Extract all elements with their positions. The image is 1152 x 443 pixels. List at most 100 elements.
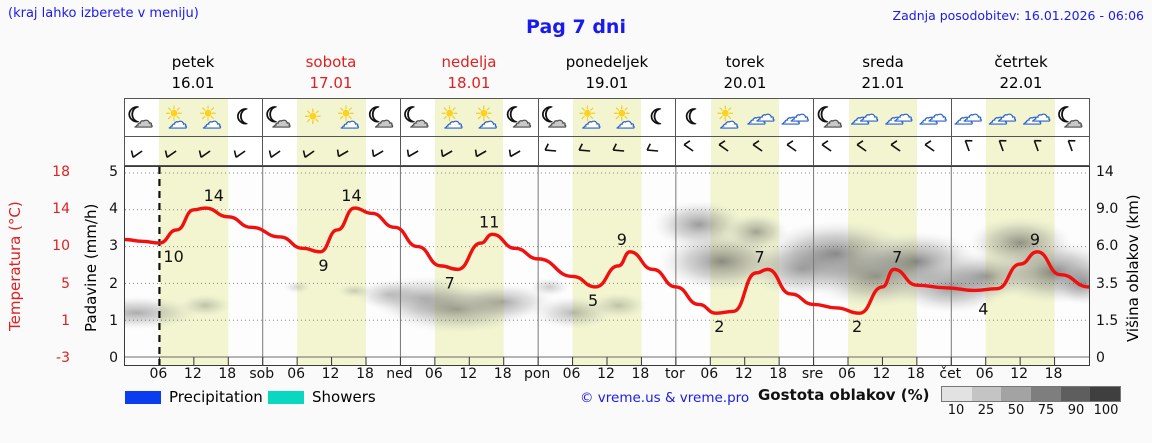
wind-barb-icon (578, 143, 590, 152)
weather-icon-cell: ☁ ☁ (744, 99, 780, 136)
sun-cloud-icon: ☀ ☁ (440, 101, 464, 133)
legend-showers: Showers (268, 388, 376, 406)
wind-barb-icon (821, 140, 832, 152)
temperature-tick: 10 (52, 238, 70, 255)
showers-legend-label: Showers (312, 388, 376, 406)
cloud-icon: ☁ ☁ (1022, 103, 1051, 129)
wind-barb-icon (890, 140, 901, 152)
day-header-row: petek 16.01 sobota 17.01 nedelja 18.01 ponedel… (124, 52, 1090, 96)
weather-icon-cell: ☾ ☁ (366, 99, 400, 136)
weather-icon-cell: ☁ ☁ (1020, 99, 1055, 136)
day-date: 21.01 (861, 74, 905, 92)
temperature-tick: 18 (52, 164, 70, 180)
weather-icon-cell: ☁ ☁ (848, 99, 883, 136)
wind-barb-icon (233, 150, 246, 158)
wind-day-četrtek (952, 137, 1089, 165)
wind-barb-cell (469, 137, 504, 165)
weather-icon-cell: ☾ ☁ (125, 99, 159, 136)
cloud-density-blob (179, 294, 232, 317)
wind-barb-cell (572, 137, 608, 165)
wind-day-petek (125, 137, 263, 165)
wind-barb-cell (814, 137, 848, 165)
temperature-axis-title: Temperatura (°C) (6, 201, 24, 331)
x-axis-label: čet (939, 366, 962, 382)
x-axis-label: 06 (424, 366, 443, 382)
weather-icon-cell: ☾ ☁ (401, 99, 435, 136)
temperature-label: 9 (1030, 230, 1040, 249)
location-menu-note: (kraj lahko izberete v meniju) (8, 6, 199, 21)
wind-barb-cell (366, 137, 400, 165)
moon-cloud-icon: ☾ ☁ (816, 102, 843, 132)
x-axis-label: sre (801, 366, 824, 382)
x-axis-label: 18 (631, 366, 650, 382)
day-name: nedelja (441, 53, 497, 71)
day-header-sobota: sobota 17.01 (262, 52, 400, 96)
forecast-plot[interactable]: 1014914711592727495 (124, 166, 1090, 366)
cloud-density-scale-box (1031, 387, 1061, 401)
weather-icon-cell: ☀ ☁ (331, 99, 366, 136)
sun-cloud-icon: ☀ ☁ (612, 101, 636, 133)
icon-day-sobota: ☾ ☁ ☀ ☀ ☁ ☾ ☁ (263, 99, 401, 136)
icon-day-petek: ☾ ☁ ☀ ☁ ☀ ☁ ☾ (125, 99, 263, 136)
cloud-density-scale-box (1090, 387, 1121, 401)
x-axis-label: 12 (183, 366, 202, 382)
weather-icon-cell: ☾ (228, 99, 262, 136)
wind-barb-cell (401, 137, 435, 165)
wind-barb-icon (268, 150, 281, 158)
day-name: sreda (862, 53, 904, 71)
wind-barb-cell (1020, 137, 1055, 165)
wind-barb-cell (882, 137, 917, 165)
daylight-band (159, 167, 229, 365)
weather-icon-cell: ☾ ☁ (1055, 99, 1089, 136)
x-axis-label: 06 (975, 366, 994, 382)
moon-icon: ☾ (684, 104, 704, 129)
wind-barb-icon (612, 143, 625, 152)
moon-cloud-icon: ☾ ☁ (402, 102, 429, 132)
legend-precipitation: Precipitation (125, 388, 263, 406)
wind-day-torek (676, 137, 815, 165)
x-axis-label: ned (386, 366, 413, 382)
x-axis-label: 12 (872, 366, 891, 382)
wind-day-sreda (814, 137, 953, 165)
temperature-label: 7 (754, 247, 764, 266)
wind-barb-icon (924, 140, 935, 152)
cloud-density-scale-tick: 10 (947, 403, 965, 418)
moon-cloud-icon: ☾ ☁ (1056, 102, 1083, 132)
weather-icon-cell: ☀ ☁ (710, 99, 745, 136)
day-name: torek (725, 53, 765, 71)
weather-icon-cell: ☾ (676, 99, 710, 136)
temperature-label: 7 (892, 247, 902, 266)
copyright-link[interactable]: © vreme.us & vreme.pro (580, 390, 750, 406)
x-axis-label: 18 (1044, 366, 1063, 382)
wind-barb-cell (710, 137, 745, 165)
wind-barb-icon (164, 150, 177, 158)
temperature-label: 10 (163, 247, 183, 266)
cloud-density-legend-label: Gostota oblakov (%) (758, 386, 930, 404)
sun-cloud-icon: ☀ ☁ (336, 101, 360, 133)
day-name: petek (171, 53, 215, 71)
sun-icon: ☀ (303, 104, 323, 129)
cloud-density-scale-tick: 75 (1037, 403, 1055, 418)
wind-day-ponedeljek (539, 137, 677, 165)
wind-barb-icon (474, 149, 487, 158)
cloud-density-blob (529, 277, 570, 297)
cloud-density-scale-box (1001, 387, 1032, 401)
x-axis-label: sob (249, 366, 275, 382)
sun-cloud-icon: ☀ ☁ (474, 101, 498, 133)
wind-barb-icon (337, 149, 349, 158)
cloud-density-scale-tick: 50 (1007, 403, 1025, 418)
weather-icon-cell: ☀ ☁ (469, 99, 504, 136)
daylight-band (572, 167, 642, 365)
icon-day-ponedeljek: ☾ ☁ ☀ ☁ ☀ ☁ ☾ (539, 99, 677, 136)
cloud-height-tick: 6.0 (1096, 238, 1119, 255)
page-title: Pag 7 dni (526, 16, 626, 38)
cloud-density-scale-tick: 25 (977, 403, 995, 418)
day-name: četrtek (994, 53, 1048, 71)
moon-cloud-icon: ☾ ☁ (540, 102, 567, 132)
precipitation-tick: 1 (109, 312, 118, 329)
wind-barb-cell (228, 137, 262, 165)
wind-barb-icon (199, 150, 212, 158)
cloud-icon: ☁ ☁ (988, 103, 1017, 129)
wind-barb-cell (539, 137, 573, 165)
temperature-curve (125, 206, 1089, 315)
